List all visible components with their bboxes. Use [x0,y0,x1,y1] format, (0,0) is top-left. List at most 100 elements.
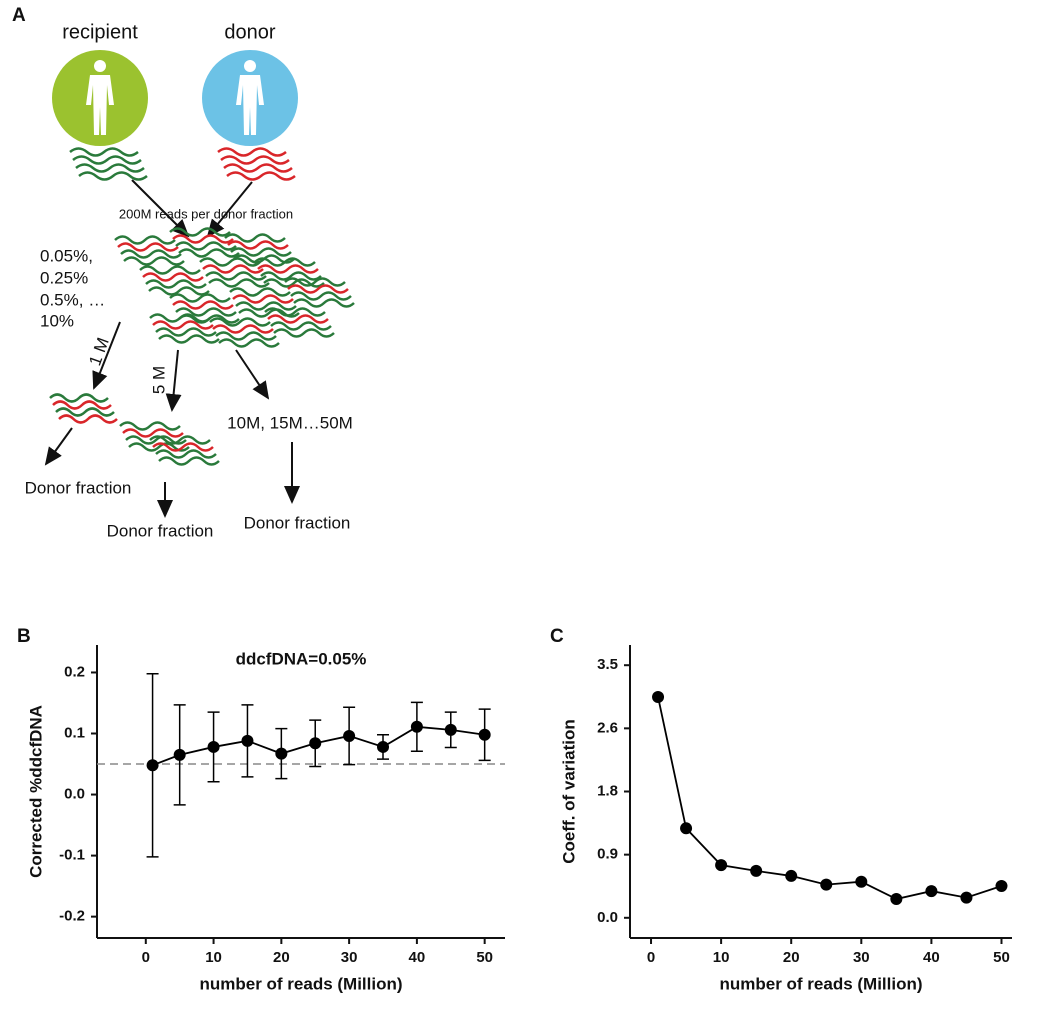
dna-read [169,293,231,303]
dna-read [152,320,214,330]
dna-read [139,265,201,275]
dna-read [175,241,237,251]
dna-read [122,428,184,438]
dna-read [205,271,267,281]
dna-read [212,324,274,334]
dna-read [58,414,118,424]
dna-read [149,313,211,323]
chart: C 0.0 0.9 1.8 2.6 3.5 0 10 20 30 40 50 number of rea… [550,626,1012,993]
data-point [960,891,973,904]
diagram: A recipient donor 200M reads per donor f… [12,5,355,540]
dna-read [257,264,319,274]
fraction-label: 0.5%, … [40,290,105,309]
dna-read [263,278,325,288]
dna-read [267,314,329,324]
dna-read [218,338,280,348]
data-line [657,696,1002,900]
arrows [44,179,300,518]
dna-read [209,317,271,327]
dna-read [169,227,231,237]
dna-read [178,248,240,258]
dna-read [290,291,352,301]
dna-read [260,271,322,281]
x-tick-label: 10 [205,949,222,966]
dna-read [75,163,145,173]
data-point [146,759,159,772]
dna-read [287,284,349,294]
donor-label: donor [224,21,275,43]
dna-read [72,155,142,165]
dna-read [117,242,179,252]
x-tick-label: 50 [993,949,1010,966]
dna-read [202,264,264,274]
x-tick-label: 10 [713,949,730,966]
dna-read [284,277,346,287]
x-axis-label: number of reads (Million) [719,974,922,993]
y-tick-label: 2.6 [597,719,618,736]
data-point [750,864,763,877]
y-tick-label: 3.5 [597,656,618,673]
data-point [173,748,186,761]
dna-read [78,171,148,181]
dna-read [273,328,335,338]
dna-read [152,442,214,452]
dna-read [55,407,115,417]
dna-read [232,294,294,304]
panel-label: A [12,5,26,26]
dna-read [264,307,326,317]
dna-read [226,171,296,181]
data-point [652,690,665,703]
dna-read [208,278,270,288]
dna-read [155,449,217,459]
dna-read [172,300,234,310]
data-point [275,747,288,760]
data-point [410,720,423,733]
dna-read [172,234,234,244]
data-point [820,878,833,891]
data-point [715,859,728,872]
x-tick-label: 0 [142,949,150,966]
data-point [241,734,254,747]
sample-label: 5 M [149,366,168,394]
chart-title: ddcfDNA=0.05% [236,649,367,668]
dna-read [270,321,332,331]
dna-read [123,256,185,266]
data-point [890,893,903,906]
fraction-label: 10% [40,311,74,330]
dna-read [158,334,220,344]
person-icons [86,60,264,135]
output-label: Donor fraction [107,521,214,540]
dna-read [254,257,316,267]
data-point [785,869,798,882]
x-tick-label: 50 [476,949,493,966]
dna-read [145,279,207,289]
dna-read [120,249,182,259]
data-point [855,875,868,888]
x-tick-label: 40 [923,949,940,966]
output-label: Donor fraction [25,478,132,497]
data-point [444,723,457,736]
reads-label: 200M reads per donor fraction [119,206,293,221]
x-tick-label: 30 [341,949,358,966]
y-tick-label: 0.1 [64,724,85,741]
y-tick-label: 0.0 [597,909,618,926]
x-tick-label: 40 [409,949,426,966]
y-tick-label: 0.9 [597,846,618,863]
dna-read [217,147,287,157]
data-point [995,880,1008,893]
dna-read [52,400,112,410]
dna-read [114,235,176,245]
data-point [343,729,356,742]
dna-read [155,327,217,337]
y-tick-label: 1.8 [597,782,618,799]
fraction-label: 0.25% [40,268,88,287]
dna-read [223,163,293,173]
dna-read [149,435,211,445]
y-tick-label: -0.1 [59,847,85,864]
dna-read [235,301,297,311]
dna-read [230,247,292,257]
dna-read [220,155,290,165]
dna-read [227,240,289,250]
